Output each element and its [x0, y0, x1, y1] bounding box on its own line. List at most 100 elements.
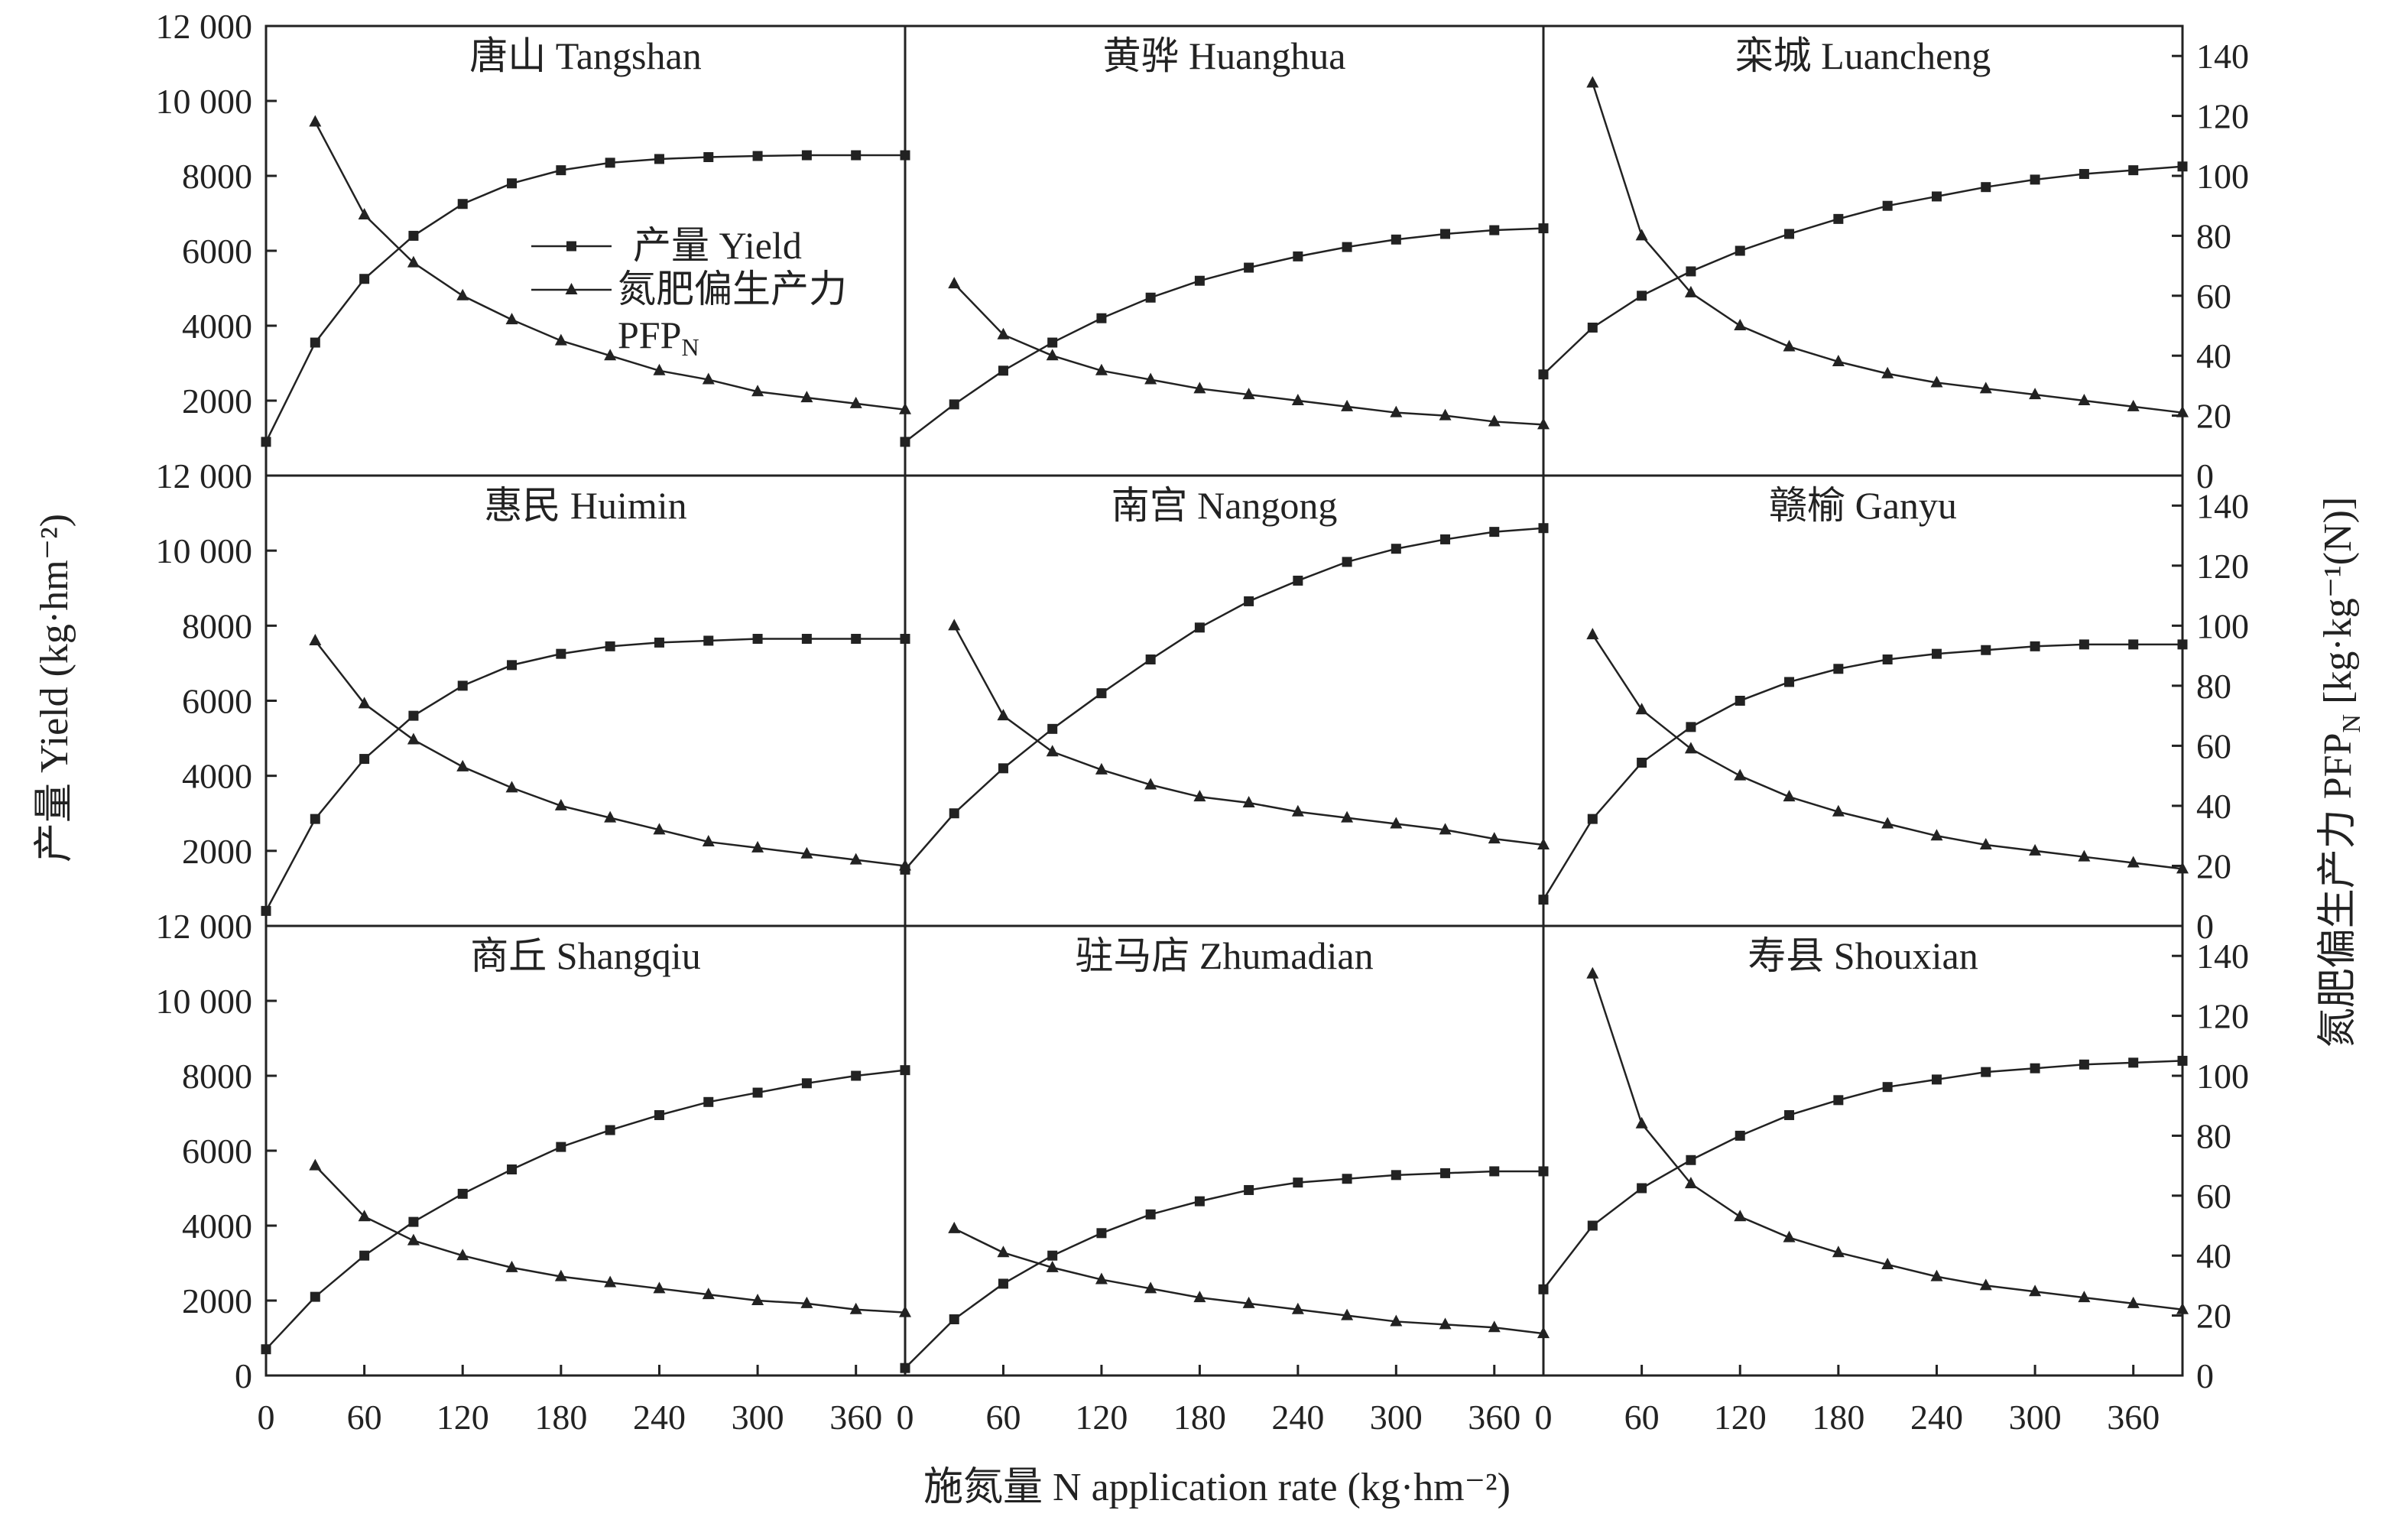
yield-point — [900, 1065, 910, 1076]
pfpn-point — [1341, 1308, 1354, 1320]
yield-point — [408, 1216, 419, 1227]
pfpn-point — [1881, 366, 1894, 378]
left-y-axis-ticks: 2000 4000 6000 8000 10 000 12 000 2000 4000 6000… — [156, 7, 277, 1395]
yield-point — [1833, 1095, 1844, 1106]
x-tick-label: 240 — [1271, 1398, 1324, 1437]
yield-point — [2177, 639, 2188, 650]
yield-point — [998, 365, 1008, 376]
left-y-tick-label: 8000 — [182, 1057, 252, 1096]
yield-point — [2128, 639, 2139, 650]
pfpn-point — [2029, 388, 2042, 400]
panel-title: 栾城 Luancheng — [1735, 34, 1991, 77]
right-y-tick-label: 0 — [2196, 456, 2214, 495]
pfpn-point — [1144, 778, 1157, 790]
left-y-tick-label: 12 000 — [156, 907, 253, 946]
pfpn-point — [1930, 1269, 1943, 1281]
pfpn-point — [1095, 363, 1108, 375]
left-y-tick-label: 10 000 — [156, 982, 253, 1021]
pfpn-point — [849, 853, 862, 865]
yield-point — [1538, 895, 1549, 905]
panel: 唐山 Tangshan — [261, 34, 911, 447]
left-y-tick-label: 4000 — [182, 757, 252, 796]
pfpn-point — [309, 1158, 322, 1171]
pfpn-point — [1242, 796, 1255, 808]
yield-point — [1833, 213, 1844, 224]
left-y-tick-label: 4000 — [182, 1207, 252, 1246]
yield-point — [1244, 596, 1254, 606]
x-tick-label: 0 — [258, 1398, 275, 1437]
panel-frames — [264, 24, 2184, 1377]
pfpn-point — [1390, 405, 1403, 417]
right-y-axis-title: 氮肥偏生产力 PFPN [kg·kg⁻¹(N)] — [2316, 497, 2366, 1048]
left-y-tick-label: 2000 — [182, 832, 252, 871]
yield-point — [1145, 1209, 1156, 1220]
x-tick-label: 240 — [1910, 1398, 1963, 1437]
yield-point — [1342, 1174, 1352, 1184]
pfpn-point — [702, 1288, 715, 1300]
pfpn-point — [1488, 1320, 1501, 1333]
yield-point — [1391, 234, 1401, 245]
pfpn-point — [1488, 832, 1501, 844]
panel: 栾城 Luancheng — [1538, 34, 2189, 417]
yield-point — [457, 199, 468, 209]
yield-point — [2128, 165, 2139, 176]
pfpn-point — [702, 372, 715, 385]
x-axis-title: 施氮量 N application rate (kg·hm⁻²) — [923, 1466, 1511, 1509]
yield-point — [1145, 292, 1156, 303]
pfpn-point — [899, 1305, 911, 1317]
pfpn-point — [456, 288, 469, 300]
right-y-tick-label: 20 — [2196, 397, 2231, 436]
yield-point — [654, 637, 664, 648]
pfpn-point — [2078, 849, 2091, 862]
yield-point — [1686, 722, 1696, 732]
pfpn-series-line — [953, 283, 1544, 426]
right-y-tick-label: 140 — [2196, 486, 2249, 525]
yield-point — [2079, 169, 2089, 180]
pfpn-point — [505, 313, 518, 325]
right-y-tick-label: 100 — [2196, 1057, 2249, 1096]
legend-pfpn-marker — [565, 283, 578, 294]
pfpn-point — [309, 115, 322, 127]
pfpn-point — [1684, 1177, 1697, 1189]
yield-point — [1981, 645, 1991, 655]
legend-pfpn-label: 氮肥偏生产力 — [618, 268, 847, 310]
yield-point — [1489, 527, 1500, 538]
pfpn-series-line — [1592, 83, 2183, 414]
pfpn-series-line — [314, 1164, 906, 1314]
yield-point — [359, 754, 370, 765]
pfpn-point — [554, 1269, 567, 1281]
pfpn-point — [1439, 823, 1452, 835]
right-y-tick-label: 80 — [2196, 216, 2231, 255]
yield-point — [801, 1078, 812, 1089]
yield-point — [310, 1291, 320, 1302]
yield-point — [752, 1087, 763, 1098]
right-y-tick-label: 60 — [2196, 277, 2231, 316]
pfpn-point — [554, 333, 567, 346]
yield-point — [1735, 696, 1745, 706]
yield-point — [1833, 664, 1844, 674]
panel: 赣榆 Ganyu — [1538, 484, 2189, 905]
pfpn-point — [1439, 1317, 1452, 1330]
pfpn-series-line — [1592, 634, 2183, 870]
left-y-tick-label: 6000 — [182, 232, 252, 271]
panel-title: 寿县 Shouxian — [1748, 934, 1978, 977]
pfpn-point — [948, 277, 961, 289]
yield-point — [900, 634, 910, 645]
pfpn-point — [849, 1302, 862, 1314]
yield-point — [507, 1164, 518, 1174]
yield-point — [359, 1250, 370, 1261]
yield-point — [605, 1125, 615, 1135]
pfpn-point — [751, 1294, 764, 1305]
yield-point — [1538, 1166, 1549, 1177]
yield-point — [1882, 1082, 1893, 1093]
x-tick-label: 120 — [1075, 1398, 1128, 1437]
pfpn-point — [407, 1233, 420, 1246]
yield-point — [507, 660, 518, 671]
pfpn-point — [2176, 1302, 2189, 1314]
pfpn-point — [2127, 856, 2140, 868]
yield-point — [1489, 1166, 1500, 1177]
pfpn-point — [1537, 1327, 1550, 1339]
legend-yield-label: 产量 Yield — [633, 224, 802, 267]
yield-point — [900, 864, 910, 875]
pfpn-point — [1635, 1116, 1648, 1129]
